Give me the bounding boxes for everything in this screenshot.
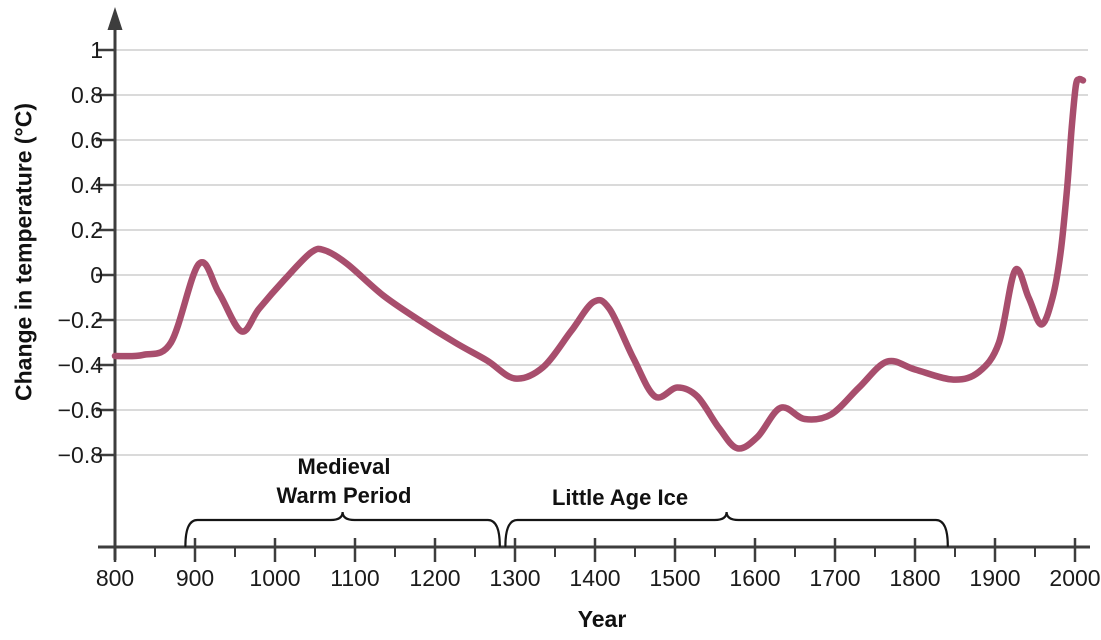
x-axis-tick-label: 1000 <box>249 565 300 591</box>
x-axis-tick-label: 1400 <box>569 565 620 591</box>
y-axis-title: Change in temperature (°C) <box>10 102 37 402</box>
x-axis-tick-label: 1200 <box>409 565 460 591</box>
x-axis-tick-label: 1800 <box>889 565 940 591</box>
y-axis-tick-label: 1 <box>90 37 103 63</box>
y-axis-tick-label: 0 <box>90 262 103 288</box>
annotation-little-age-ice-line1: Little Age Ice <box>551 485 689 510</box>
y-axis-tick-label: −0.8 <box>58 442 103 468</box>
annotation-medieval-warm-period-line1: Medieval <box>297 454 391 479</box>
annotation-medieval-warm-period: Medieval Warm Period <box>277 452 412 510</box>
x-axis-tick-label: 1300 <box>489 565 540 591</box>
x-axis-title: Year <box>577 606 627 632</box>
y-axis-tick-label: 0.4 <box>71 172 103 198</box>
brace-little-age-ice <box>504 511 949 548</box>
x-axis-tick-label: 800 <box>96 565 134 591</box>
y-axis-tick-label: 0.6 <box>71 127 103 153</box>
annotation-medieval-warm-period-line2: Warm Period <box>276 483 412 508</box>
brace-medieval-warm-period <box>184 511 501 548</box>
x-axis-tick-label: 1500 <box>649 565 700 591</box>
y-axis-arrowhead-icon <box>107 7 123 30</box>
y-axis-tick-label: −0.4 <box>58 352 104 378</box>
x-axis-tick-label: 1900 <box>969 565 1020 591</box>
x-axis-tick-label: 900 <box>176 565 214 591</box>
y-axis-tick-label: −0.2 <box>58 307 103 333</box>
y-axis-tick-label: −0.6 <box>58 397 103 423</box>
temperature-curve <box>111 75 1087 452</box>
y-axis-tick-label: 0.2 <box>71 217 103 243</box>
x-axis-tick-label: 1100 <box>330 565 379 591</box>
x-axis-tick-label: 2000 <box>1049 565 1100 591</box>
x-axis-tick-label: 1700 <box>809 565 860 591</box>
x-axis-tick-label: 1600 <box>729 565 780 591</box>
y-axis-tick-label: 0.8 <box>71 82 103 108</box>
annotation-little-age-ice: Little Age Ice <box>552 483 688 512</box>
